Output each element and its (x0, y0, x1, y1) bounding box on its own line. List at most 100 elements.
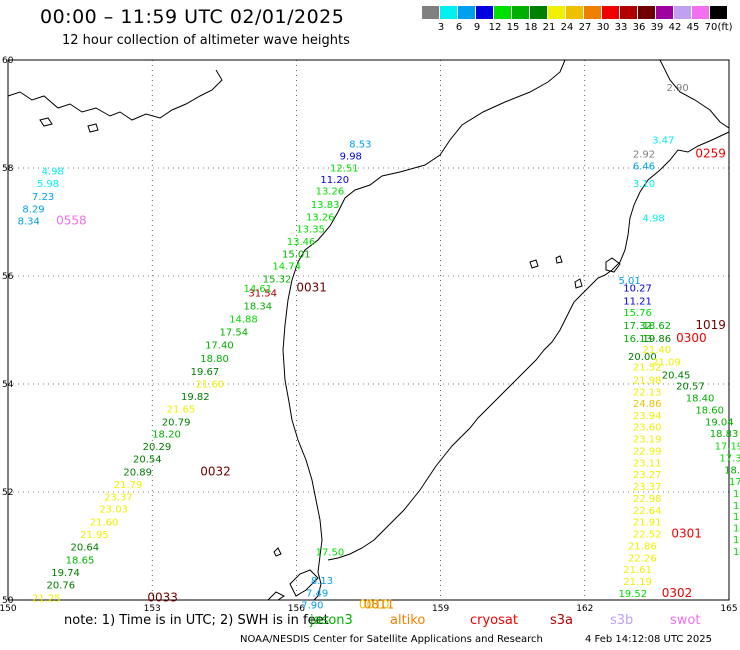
lat-tick-label: 54 (2, 380, 14, 390)
lat-tick-label: 52 (2, 488, 13, 498)
swh-value-label: 3.10 (633, 179, 655, 190)
swh-value-label: 15.60 (733, 489, 740, 500)
mission-label-s3b: s3b (610, 613, 634, 628)
island (529, 259, 539, 269)
page-title: 00:00 – 11:59 UTC 02/01/2025 (40, 6, 345, 28)
lat-tick-label: 56 (2, 272, 14, 282)
legend-swatch (566, 6, 583, 19)
swh-value-label: 17.16 (733, 501, 740, 512)
legend-swatch (548, 6, 565, 19)
legend-label: 21 (542, 22, 556, 33)
legend-label: 70 (704, 22, 718, 33)
swh-value-label: 18.65 (66, 556, 95, 567)
swh-value-label: 21.19 (623, 577, 652, 588)
swh-value-label: 11.20 (320, 175, 349, 186)
swh-value-label: 14.7 (733, 535, 740, 546)
swh-value-label: 23.94 (633, 411, 662, 422)
swh-value-label: 23.37 (633, 482, 662, 493)
swh-value-label: 24.86 (633, 399, 662, 410)
island (39, 117, 53, 127)
swh-value-label: 8.29 (22, 205, 44, 216)
pass-time-label: 0301 (671, 527, 702, 541)
swh-value-label: 19.86 (642, 334, 671, 345)
legend-swatch (494, 6, 511, 19)
swh-value-label: 13.83 (311, 200, 340, 211)
swh-value-label: 14.88 (229, 315, 258, 326)
pass-time-label: 0032 (200, 464, 231, 478)
swh-value-label: 21.52 (633, 363, 662, 374)
swh-value-label: 22.98 (633, 494, 662, 505)
swh-value-label: 14 (733, 547, 740, 558)
legend-swatch (530, 6, 547, 19)
swh-value-label: 19.74 (51, 568, 80, 579)
credit-line: NOAA/NESDIS Center for Satellite Applica… (240, 634, 543, 645)
swh-value-label: 18.62 (642, 321, 671, 332)
swh-value-label: 15.76 (623, 308, 652, 319)
legend-swatch (692, 6, 709, 19)
pass-time-label: 0302 (662, 586, 693, 600)
swh-value-label: 23.03 (99, 505, 128, 516)
legend-label: 33 (614, 22, 628, 33)
coastline (7, 59, 730, 601)
swh-value-label: 13.26 (316, 187, 345, 198)
legend-swatch (458, 6, 475, 19)
swh-value-label: 13.46 (287, 237, 316, 248)
swh-value-label: 22.99 (633, 446, 662, 457)
legend-label: 15 (506, 22, 520, 33)
pass-time-label: 0259 (695, 146, 726, 160)
swh-value-label: 17.32 (623, 321, 652, 332)
legend-swatch (440, 6, 457, 19)
legend-label: 36 (632, 22, 646, 33)
swh-value-label: 22.64 (633, 506, 662, 517)
swh-value-label: 23.27 (633, 470, 662, 481)
swh-value-label: 21.25 (32, 593, 61, 604)
swh-value-label: 18.83 (710, 429, 739, 440)
pass-time-label: 0010 (359, 597, 390, 611)
swh-value-label: 16.13 (623, 334, 652, 345)
swh-value-label: 31.54 (248, 289, 277, 300)
legend-label: 45 (686, 22, 700, 33)
lon-tick-label: 159 (432, 604, 449, 614)
swh-value-label: 7.90 (301, 600, 323, 611)
legend-swatch (422, 6, 439, 19)
kamchatka-east-coastline (327, 131, 730, 561)
swh-value-label: 9.98 (340, 152, 362, 163)
swh-value-label: 23.11 (633, 458, 662, 469)
lon-tick-label: 153 (144, 604, 161, 614)
swh-value-label: 18.34 (244, 302, 273, 313)
legend-label: 12 (488, 22, 502, 33)
swh-value-label: 20.76 (46, 580, 75, 591)
swh-value-label: 8.13 (311, 576, 333, 587)
swh-value-label: 7.23 (32, 192, 54, 203)
swh-value-label: 21.09 (652, 357, 681, 368)
karaginsky-coastline (659, 59, 730, 129)
swh-value-label: 3.47 (652, 135, 674, 146)
lat-tick-label: 60 (2, 56, 14, 66)
legend-label: 24 (560, 22, 574, 33)
footnote: note: 1) Time is in UTC; 2) SWH is in fe… (64, 613, 329, 628)
swh-value-label: 20.79 (162, 417, 191, 428)
swh-value-label: 22.13 (633, 388, 662, 399)
swh-value-label: 18.60 (695, 405, 724, 416)
pass-time-label: 0811 (364, 597, 395, 611)
swh-value-label: 23.37 (104, 492, 133, 503)
swh-value-label: 22.26 (628, 553, 657, 564)
swh-value-label: 21.86 (628, 541, 657, 552)
swh-value-label: 18.40 (686, 394, 715, 405)
pass-time-label: 0033 (147, 590, 178, 604)
legend-swatch (602, 6, 619, 19)
lat-lon-grid: 150 153 156 159 162 165 60 58 56 54 52 50 (0, 56, 738, 614)
island (605, 257, 621, 273)
kamchatka-coastline (282, 59, 566, 601)
kuril-island (273, 547, 282, 557)
legend-swatch (476, 6, 493, 19)
swh-value-label: 16.17 (733, 512, 740, 523)
swh-value-label: 20.45 (662, 370, 691, 381)
legend-label: 42 (668, 22, 682, 33)
swh-value-label: 14.74 (272, 262, 301, 273)
swh-value-label: 13.35 (296, 224, 325, 235)
legend-swatch (674, 6, 691, 19)
swh-value-label: 21.98 (633, 376, 662, 387)
